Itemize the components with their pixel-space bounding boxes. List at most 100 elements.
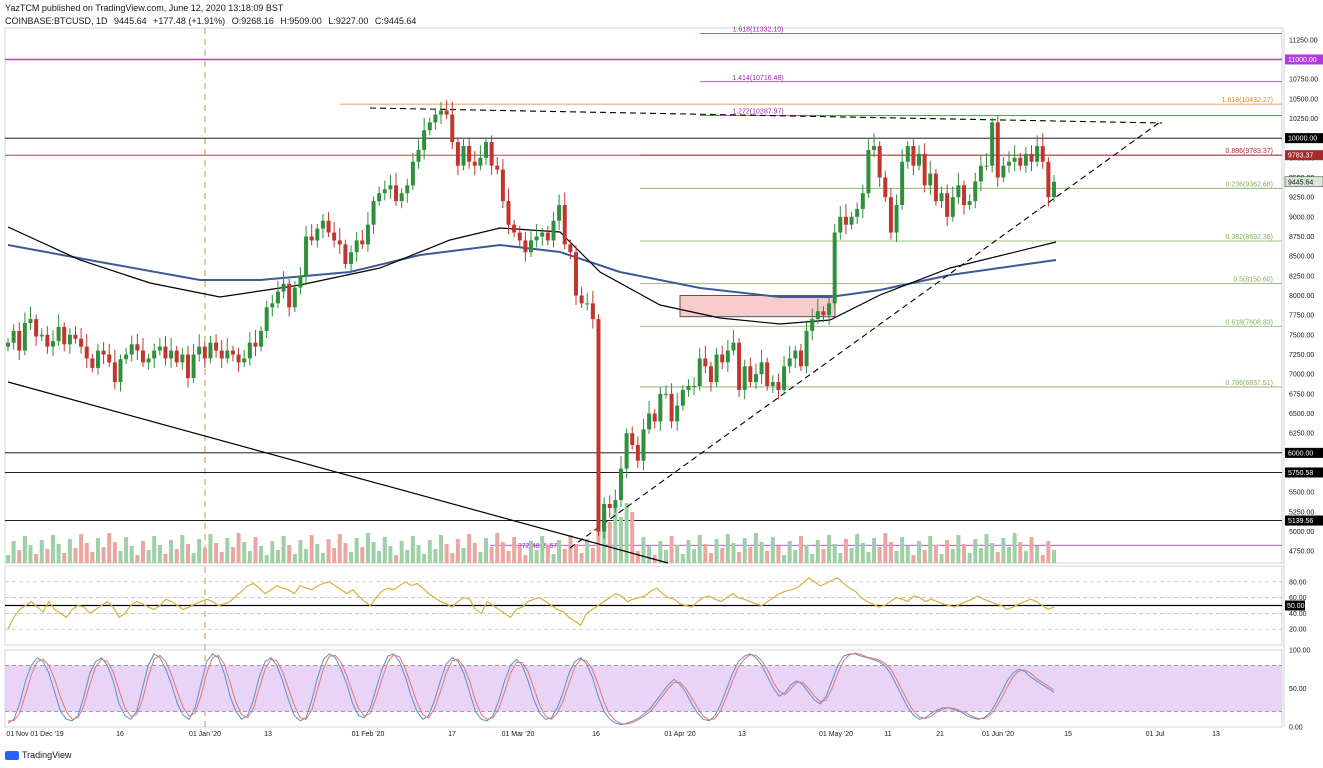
- volume-bar: [349, 552, 354, 563]
- volume-bar: [422, 554, 427, 563]
- volume-bar: [585, 539, 590, 563]
- price-tick-label: 11250.00: [1289, 37, 1318, 44]
- candle-body: [697, 358, 702, 386]
- volume-bar: [686, 540, 691, 563]
- candle-body: [624, 433, 629, 469]
- volume-bar: [725, 534, 730, 563]
- volume-bar: [73, 548, 78, 563]
- candle-body: [208, 342, 213, 359]
- volume-bar: [793, 550, 798, 563]
- candle-body: [950, 197, 955, 217]
- price-tick-label: 4750.00: [1289, 549, 1314, 556]
- candle-body: [461, 146, 466, 166]
- volume-bar: [287, 545, 292, 563]
- candle-body: [798, 350, 803, 367]
- volume-bar: [11, 541, 16, 563]
- volume-bar: [720, 548, 725, 563]
- x-tick-label: 13: [738, 731, 746, 738]
- volume-bar: [461, 548, 466, 563]
- candle-body: [304, 236, 309, 276]
- candle-body: [995, 122, 1000, 178]
- price-tick-label: 5000.00: [1289, 529, 1314, 536]
- candle-body: [1001, 165, 1006, 178]
- candle-body: [467, 146, 472, 162]
- level-tag-bg: [1285, 133, 1323, 144]
- price-tick-label: 10750.00: [1289, 77, 1318, 84]
- fib-extension-label: 1.272(4825.67): [512, 543, 559, 550]
- candle-body: [388, 185, 393, 190]
- volume-bar: [658, 541, 663, 563]
- candle-body: [613, 500, 618, 508]
- candle-body: [866, 149, 871, 194]
- volume-bar: [832, 544, 837, 563]
- volume-bar: [1040, 555, 1045, 563]
- price-change: +177.48 (+1.91%): [153, 16, 226, 26]
- level-tag-bg: [1285, 54, 1323, 65]
- volume-bar: [523, 555, 528, 563]
- stoch-band: [5, 665, 1282, 712]
- candle-body: [484, 142, 489, 158]
- volume-bar: [714, 539, 719, 563]
- volume-bar: [394, 555, 399, 563]
- stoch-k-line: [7, 653, 1055, 726]
- tradingview-logo-icon: [5, 750, 19, 760]
- fib-level-label: 0.786(6837.51): [1226, 380, 1273, 387]
- volume-bar: [905, 546, 910, 563]
- volume-bar: [225, 538, 230, 563]
- volume-bar: [990, 543, 995, 563]
- candle-body: [22, 323, 27, 351]
- candle-body: [894, 205, 899, 233]
- candle-body: [6, 342, 10, 347]
- candle-body: [399, 193, 404, 202]
- candle-body: [332, 232, 337, 241]
- candle-body: [309, 236, 314, 241]
- candle-body: [107, 354, 112, 363]
- candle-body: [79, 338, 84, 347]
- volume-bar: [388, 546, 393, 563]
- candle-body: [450, 114, 455, 143]
- volume-bar: [877, 547, 882, 563]
- candle-body: [596, 319, 601, 532]
- last-price-tag-label: 9445.64: [1288, 179, 1313, 186]
- price-tick-label: 7500.00: [1289, 332, 1314, 339]
- volume-bar: [304, 549, 309, 563]
- candle-body: [28, 319, 33, 324]
- price-tick-label: 8750.00: [1289, 234, 1314, 241]
- volume-bar: [101, 547, 106, 563]
- candle-body: [529, 240, 533, 253]
- resistance-trendline: [369, 107, 1163, 124]
- level-tag-bg: [1285, 467, 1323, 478]
- volume-bar: [433, 549, 438, 563]
- volume-bar: [894, 551, 899, 563]
- volume-bar: [810, 554, 815, 563]
- candle-body: [804, 330, 809, 367]
- volume-bar: [568, 535, 573, 563]
- volume-bar: [641, 537, 646, 563]
- volume-bar: [259, 546, 264, 563]
- candle-body: [725, 350, 730, 363]
- volume-bar: [107, 533, 112, 563]
- candle-body: [500, 169, 505, 202]
- volume-bar: [1052, 550, 1056, 563]
- candle-body: [753, 374, 758, 383]
- volume-bar: [703, 544, 708, 563]
- candle-body: [703, 358, 708, 367]
- volume-bar: [984, 534, 989, 563]
- candle-body: [1018, 157, 1023, 166]
- candle-body: [1029, 153, 1034, 162]
- candle-body: [140, 350, 145, 363]
- candle-body: [590, 303, 595, 320]
- volume-bar: [281, 536, 286, 563]
- volume-bar: [883, 533, 888, 563]
- volume-bar: [337, 534, 342, 563]
- rsi-tick-label: 40.00: [1289, 611, 1307, 618]
- volume-bar: [320, 553, 325, 563]
- candle-body: [292, 287, 297, 308]
- x-tick-label: 17: [448, 731, 456, 738]
- candle-body: [67, 334, 72, 345]
- volume-bar: [28, 545, 33, 563]
- volume-bar: [843, 539, 848, 563]
- candle-body: [641, 429, 646, 461]
- candle-body: [45, 334, 50, 347]
